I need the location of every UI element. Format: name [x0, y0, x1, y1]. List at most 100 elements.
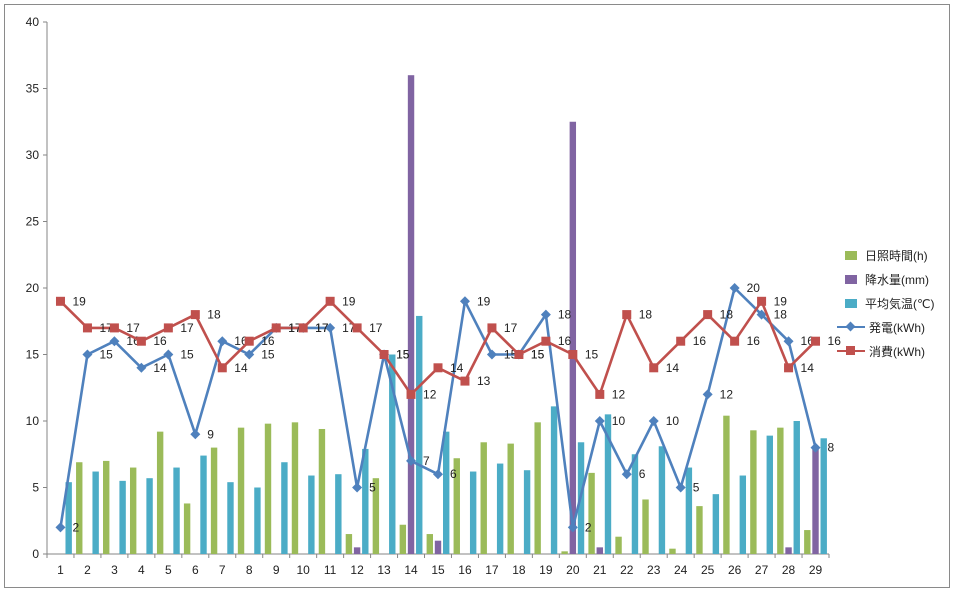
x-tick-label: 9	[273, 563, 280, 577]
bar-temperature	[335, 474, 342, 554]
data-label-generation: 2	[72, 520, 79, 534]
chart-frame: 0 5 10 15 20 25 30 35 40 1 2 3 4 5 6 7 8 9 10 11 12 13 14 15 16 1…	[4, 4, 950, 588]
data-label-generation: 15	[396, 348, 410, 362]
bar-sunshine	[642, 499, 649, 554]
legend-swatch-sunshine	[845, 250, 857, 260]
x-tick-label: 27	[755, 563, 769, 577]
x-tick-label: 8	[246, 563, 253, 577]
data-label-consumption: 17	[315, 321, 329, 335]
x-tick-label: 13	[377, 563, 391, 577]
legend-swatch-precipitation	[845, 274, 857, 284]
x-tick-label: 7	[219, 563, 226, 577]
x-tick-label: 26	[728, 563, 742, 577]
point-consumption	[406, 389, 416, 399]
data-label-generation: 18	[558, 308, 572, 322]
data-label-generation: 14	[153, 361, 167, 375]
bar-temperature	[362, 448, 369, 554]
x-tick-label: 19	[539, 563, 553, 577]
bar-temperature	[200, 455, 207, 554]
data-label-generation: 5	[369, 481, 376, 495]
y-tick-label: 20	[26, 281, 40, 295]
point-consumption	[217, 363, 227, 373]
bar-temperature	[658, 446, 666, 554]
legend-swatch-consumption	[837, 346, 865, 355]
y-tick-label: 35	[26, 82, 40, 96]
point-consumption	[514, 350, 524, 359]
data-label-consumption: 14	[234, 361, 248, 375]
x-tick-label: 25	[701, 563, 715, 577]
point-consumption	[82, 323, 92, 333]
bar-sunshine	[183, 503, 191, 554]
data-label-generation: 15	[180, 348, 194, 362]
data-label-consumption: 19	[342, 294, 356, 308]
bar-temperature	[308, 475, 315, 554]
x-tick-label: 1	[57, 563, 64, 577]
point-consumption	[460, 376, 470, 386]
data-label-generation: 6	[450, 467, 457, 481]
bar-temperature	[119, 480, 126, 554]
data-label-consumption: 14	[666, 361, 680, 375]
bar-sunshine	[750, 430, 757, 554]
point-generation	[55, 522, 66, 533]
bar-temperature	[281, 462, 288, 554]
legend-swatch-temperature	[845, 298, 857, 308]
bar-sunshine	[615, 536, 622, 554]
data-label-consumption: 14	[450, 361, 464, 375]
data-label-generation: 15	[531, 348, 545, 362]
data-label-consumption: 19	[774, 294, 788, 308]
data-label-generation: 9	[207, 427, 214, 441]
bar-sunshine	[76, 462, 83, 554]
legend-item-temperature: 平均気温(℃)	[837, 291, 934, 315]
bar-temperature	[443, 431, 450, 554]
bar-temperature	[604, 414, 612, 554]
point-consumption	[595, 389, 605, 399]
point-consumption	[109, 323, 119, 333]
x-tick-label: 20	[566, 563, 580, 577]
point-generation	[621, 469, 632, 480]
data-label-consumption: 15	[585, 348, 599, 362]
data-label-generation: 17	[315, 321, 329, 335]
bar-sunshine	[103, 460, 110, 554]
bar-precipitation	[596, 547, 603, 554]
data-label-generation: 6	[639, 467, 646, 481]
bar-temperature	[65, 482, 72, 554]
data-label-generation: 19	[477, 294, 491, 308]
data-label-consumption: 12	[423, 387, 437, 401]
x-tick-label: 2	[84, 563, 91, 577]
bar-temperature	[173, 467, 180, 554]
point-consumption	[163, 323, 173, 333]
data-label-consumption: 17	[99, 321, 113, 335]
y-tick-label: 0	[32, 547, 39, 561]
point-generation	[109, 336, 120, 347]
data-label-generation: 2	[585, 520, 592, 534]
bar-temperature	[469, 471, 477, 554]
bar-temperature	[146, 478, 153, 554]
data-label-consumption: 17	[126, 321, 140, 335]
point-consumption	[244, 336, 254, 346]
point-generation	[729, 283, 740, 293]
bar-temperature	[793, 421, 800, 554]
data-label-generation: 7	[423, 454, 430, 468]
x-tick-label: 11	[324, 563, 337, 577]
legend-swatch-generation	[837, 321, 865, 332]
bar-sunshine	[723, 415, 730, 554]
data-label-consumption: 18	[639, 308, 653, 322]
bar-sunshine	[399, 524, 407, 554]
data-label-consumption: 17	[288, 321, 302, 335]
data-label-generation: 15	[261, 348, 275, 362]
point-consumption	[784, 363, 794, 373]
x-tick-label: 22	[620, 563, 634, 577]
x-tick-label: 16	[458, 563, 472, 577]
bar-precipitation	[785, 547, 792, 554]
bar-sunshine	[291, 422, 299, 554]
point-generation	[163, 349, 174, 360]
x-tick-label: 10	[296, 563, 310, 577]
bar-temperature	[496, 463, 504, 554]
point-consumption	[190, 310, 200, 320]
data-label-consumption: 16	[747, 334, 761, 348]
bar-sunshine	[777, 427, 784, 554]
x-tick-label: 12	[350, 563, 364, 577]
point-generation	[756, 309, 767, 320]
data-label-consumption: 17	[504, 321, 518, 335]
